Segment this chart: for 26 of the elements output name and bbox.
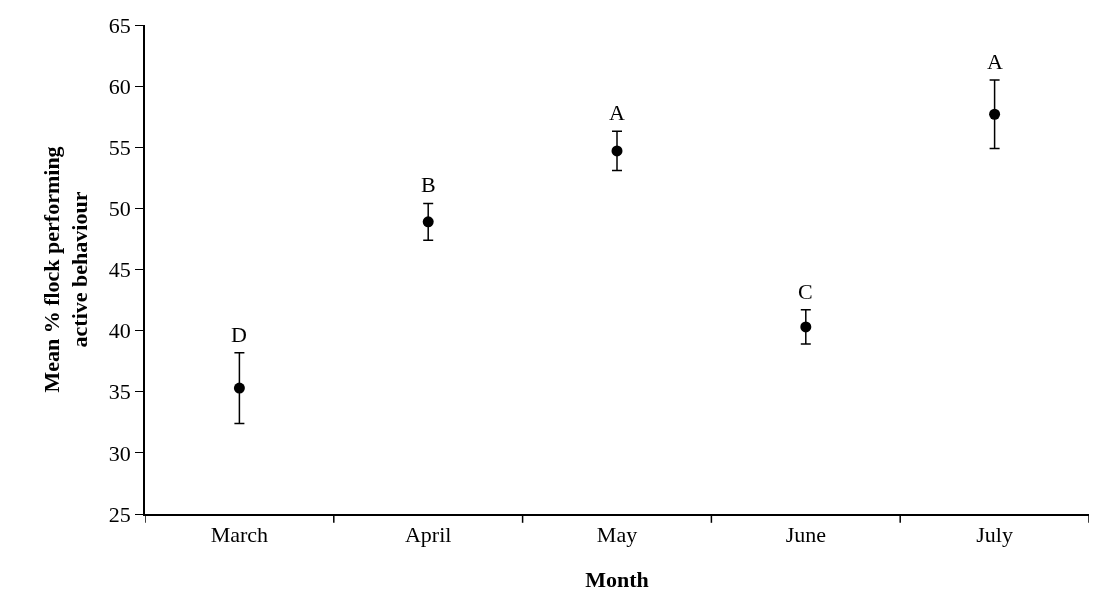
point bbox=[800, 321, 812, 333]
y-tick-label: 45 bbox=[108, 257, 131, 283]
annotation: A bbox=[987, 49, 1003, 74]
x-tick-label: May bbox=[596, 522, 638, 548]
point bbox=[611, 145, 623, 157]
y-tick-label: 30 bbox=[108, 440, 131, 466]
x-tick-label: April bbox=[404, 522, 452, 548]
y-tick-label: 25 bbox=[108, 501, 131, 527]
x-axis-title: Month bbox=[585, 566, 649, 592]
y-tick-label: 55 bbox=[108, 134, 131, 160]
x-tick-label: June bbox=[785, 522, 826, 548]
y-tick-label: 40 bbox=[108, 318, 131, 344]
point bbox=[422, 216, 434, 228]
x-tick-label: July bbox=[976, 522, 1013, 548]
y-tick-label: 65 bbox=[108, 12, 131, 38]
y-axis-title: Mean % flock performing active behaviour bbox=[38, 146, 93, 393]
x-tick-label: March bbox=[210, 522, 269, 548]
y-tick-label: 50 bbox=[108, 196, 131, 222]
annotation: D bbox=[231, 322, 247, 347]
y-tick-label: 60 bbox=[108, 73, 131, 99]
point bbox=[989, 108, 1001, 120]
y-tick-label: 35 bbox=[108, 379, 131, 405]
point bbox=[233, 382, 245, 394]
annotation: B bbox=[421, 172, 436, 197]
annotation: A bbox=[609, 100, 625, 125]
annotation: C bbox=[798, 279, 813, 304]
